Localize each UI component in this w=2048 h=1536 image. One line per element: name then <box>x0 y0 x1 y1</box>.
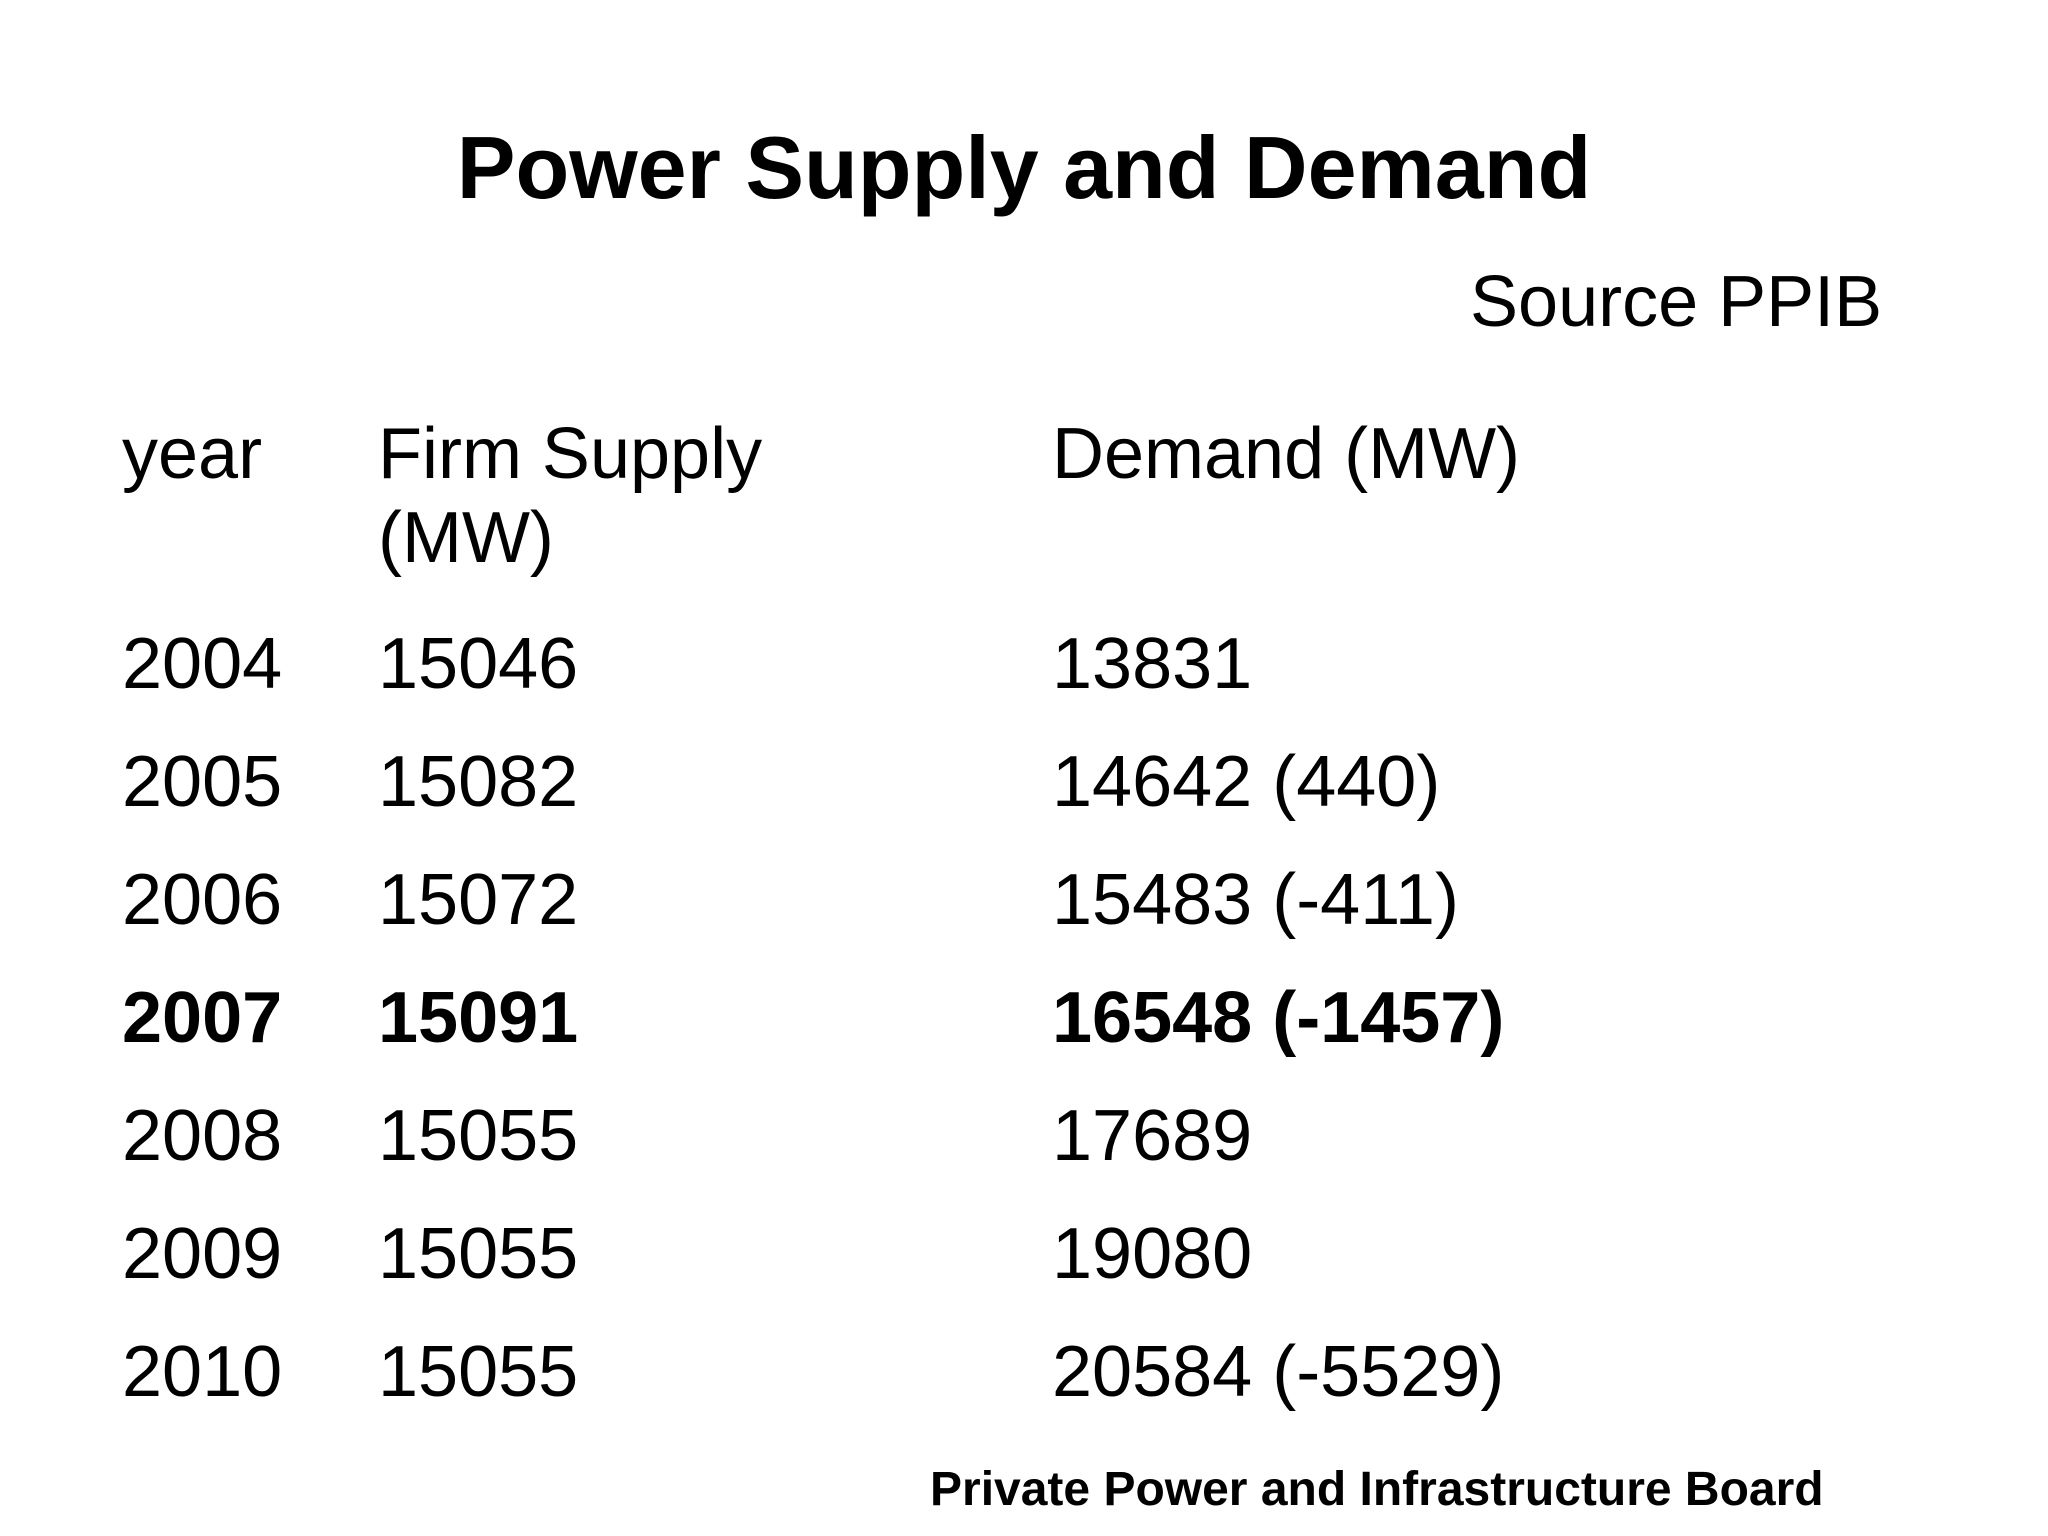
year-cell: 2004 <box>122 624 283 704</box>
footer-organization: Private Power and Infrastructure Board <box>930 1463 1824 1516</box>
demand-cell: 13831 <box>1052 624 1253 704</box>
slide-title: Power Supply and Demand <box>456 118 1592 217</box>
table-header-row: year Firm Supply (MW) Demand (MW) <box>122 412 1622 622</box>
firm-supply-cell: 15072 <box>378 860 579 940</box>
supply-demand-table: year Firm Supply (MW) Demand (MW) 2004 1… <box>122 412 1622 1448</box>
year-cell: 2010 <box>122 1332 283 1412</box>
column-header-firm-supply: Firm Supply (MW) <box>378 414 763 578</box>
column-header-demand: Demand (MW) <box>1052 414 1521 494</box>
firm-supply-cell: 15091 <box>378 978 579 1058</box>
table-row: 2009 15055 19080 <box>122 1212 1622 1330</box>
year-cell: 2005 <box>122 742 283 822</box>
firm-supply-cell: 15055 <box>378 1214 579 1294</box>
table-row: 2010 15055 20584 (-5529) <box>122 1330 1622 1448</box>
demand-cell: 20584 (-5529) <box>1052 1332 1505 1412</box>
table-row: 2004 15046 13831 <box>122 622 1622 740</box>
demand-cell: 16548 (-1457) <box>1052 978 1505 1058</box>
year-cell: 2007 <box>122 978 283 1058</box>
firm-supply-cell: 15055 <box>378 1332 579 1412</box>
year-cell: 2009 <box>122 1214 283 1294</box>
year-cell: 2008 <box>122 1096 283 1176</box>
column-header-year: year <box>122 414 263 494</box>
table-row: 2008 15055 17689 <box>122 1094 1622 1212</box>
demand-cell: 19080 <box>1052 1214 1253 1294</box>
firm-supply-cell: 15046 <box>378 624 579 704</box>
demand-cell: 14642 (440) <box>1052 742 1441 822</box>
firm-supply-cell: 15055 <box>378 1096 579 1176</box>
table-row: 2006 15072 15483 (-411) <box>122 858 1622 976</box>
table-row: 2007 15091 16548 (-1457) <box>122 976 1622 1094</box>
year-cell: 2006 <box>122 860 283 940</box>
demand-cell: 15483 (-411) <box>1052 860 1459 940</box>
table-row: 2005 15082 14642 (440) <box>122 740 1622 858</box>
demand-cell: 17689 <box>1052 1096 1253 1176</box>
firm-supply-cell: 15082 <box>378 742 579 822</box>
source-note: Source PPIB <box>1470 262 1883 342</box>
